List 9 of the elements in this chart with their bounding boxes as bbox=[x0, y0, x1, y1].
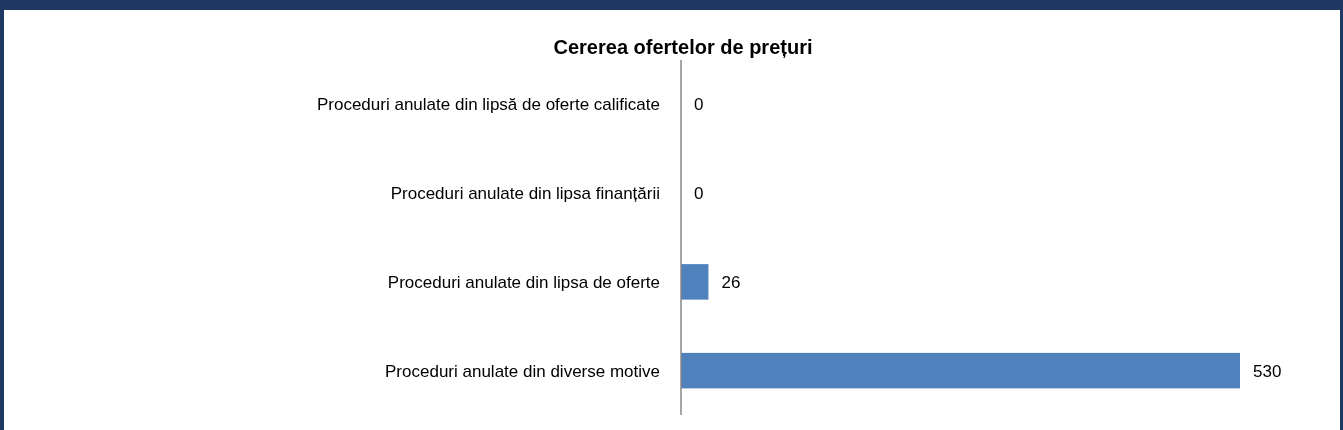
data-label: 0 bbox=[694, 184, 704, 204]
data-label: 0 bbox=[694, 95, 704, 115]
y-tick-label: Proceduri anulate din lipsa de oferte bbox=[387, 272, 660, 292]
y-tick-label: Proceduri anulate din lipsă de oferte calificate bbox=[316, 95, 660, 115]
y-tick-label: Proceduri anulate din lipsa finanțării bbox=[390, 184, 660, 204]
y-tick-label: Proceduri anulate din diverse motive bbox=[385, 361, 660, 381]
data-label: 530 bbox=[1253, 361, 1282, 381]
data-label: 26 bbox=[721, 272, 741, 292]
chart-title: Cererea ofertelor de prețuri bbox=[553, 36, 813, 58]
